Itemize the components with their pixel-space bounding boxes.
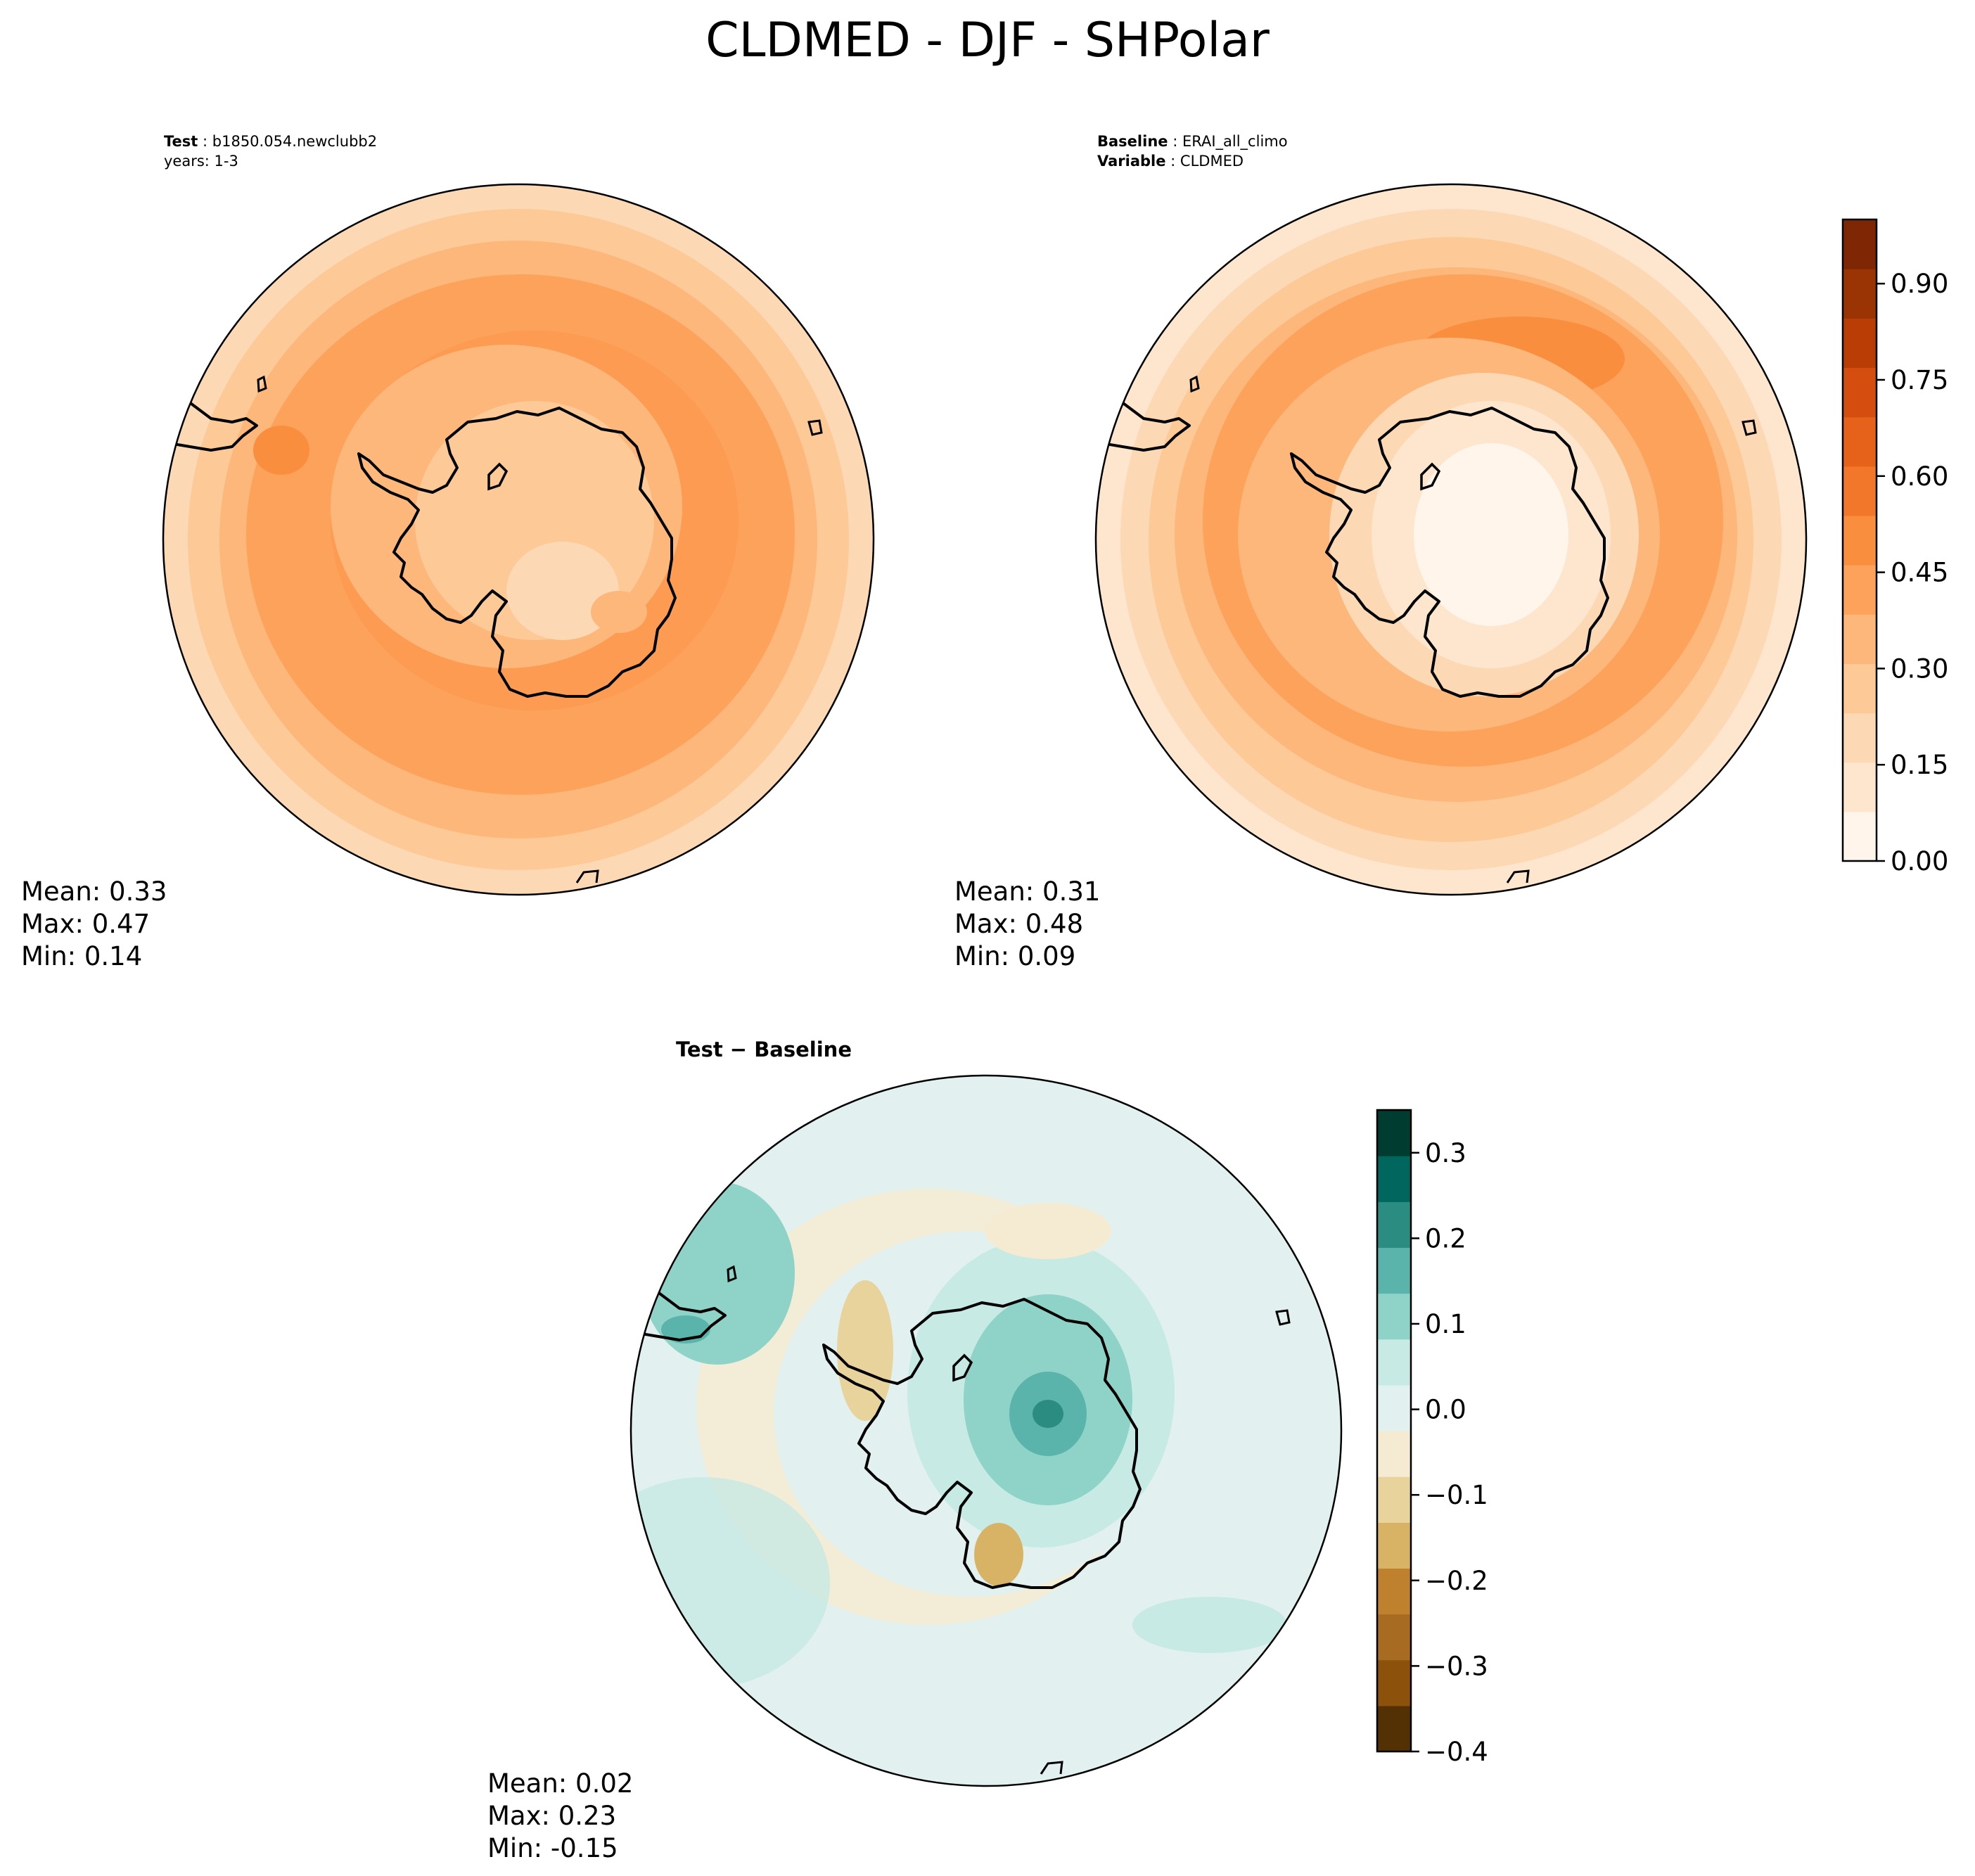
colorbar-diff-segment bbox=[1377, 1659, 1411, 1706]
svg-text:Variable : CLDMED: Variable : CLDMED bbox=[1097, 153, 1244, 170]
colorbar-diff-segment bbox=[1377, 1293, 1411, 1340]
colorbar-diff-segment bbox=[1377, 1568, 1411, 1615]
baseline-label-bold: Baseline bbox=[1097, 133, 1168, 150]
colorbar-main-segment bbox=[1843, 762, 1877, 812]
colorbar-main-tick-label: 0.00 bbox=[1891, 846, 1948, 876]
baseline-stat-max: Max: 0.48 bbox=[954, 909, 1083, 939]
colorbar-main-segment bbox=[1843, 219, 1877, 269]
colorbar-main-tick-label: 0.90 bbox=[1891, 269, 1948, 299]
colorbar-diff-frame bbox=[1376, 1109, 1412, 1753]
variable-label-bold: Variable bbox=[1097, 153, 1165, 170]
colorbar-main-segment bbox=[1843, 367, 1877, 418]
colorbar-main-segment bbox=[1843, 269, 1877, 319]
panel-test: Test : b1850.054.newclubb2 years: 1-3 Me… bbox=[21, 133, 875, 971]
colorbar-diff-segment bbox=[1377, 1476, 1411, 1523]
colorbar-main-tick-label: 0.30 bbox=[1891, 653, 1948, 684]
colorbar-diff-tick-label: −0.1 bbox=[1425, 1480, 1488, 1510]
colorbar-diff-tick-label: 0.3 bbox=[1425, 1138, 1466, 1168]
colorbar-main-segment bbox=[1843, 614, 1877, 664]
colorbar-main-segment bbox=[1843, 565, 1877, 615]
colorbar-diff-segment bbox=[1377, 1201, 1411, 1249]
baseline-map bbox=[1096, 184, 1806, 895]
colorbar-diff-segment bbox=[1377, 1522, 1411, 1569]
colorbar-main-segment bbox=[1843, 515, 1877, 566]
colorbar-diff-tick-label: 0.0 bbox=[1425, 1395, 1466, 1425]
test-label-bold: Test bbox=[164, 133, 198, 150]
test-label-value: b1850.054.newclubb2 bbox=[212, 133, 377, 150]
colorbar-main-tick-label: 0.45 bbox=[1891, 558, 1948, 588]
panel-baseline: Baseline : ERAI_all_climo Variable : CLD… bbox=[954, 133, 1808, 971]
baseline-stat-mean: Mean: 0.31 bbox=[954, 876, 1100, 907]
colorbar-diff-tick-label: 0.1 bbox=[1425, 1309, 1466, 1339]
svg-text:Baseline : ERAI_all_climo: Baseline : ERAI_all_climo bbox=[1097, 133, 1288, 151]
colorbar-diff-segment bbox=[1377, 1339, 1411, 1386]
colorbar-main-tick-label: 0.60 bbox=[1891, 461, 1948, 492]
colorbar-main-segment bbox=[1843, 713, 1877, 763]
colorbar-main-segment bbox=[1843, 466, 1877, 516]
baseline-map-boundary bbox=[1094, 183, 1808, 896]
colorbar-diff-tick-label: −0.3 bbox=[1425, 1651, 1488, 1681]
colorbar-main: 0.00 0.15 0.30 0.45 0.60 0.75 0.90 bbox=[1841, 218, 1948, 876]
colorbar-diff-tick-label: −0.2 bbox=[1425, 1566, 1488, 1596]
test-stat-max: Max: 0.47 bbox=[21, 909, 150, 939]
diff-stat-max: Max: 0.23 bbox=[487, 1801, 616, 1831]
colorbar-main-frame bbox=[1841, 218, 1878, 862]
colorbar-main-segment bbox=[1843, 811, 1877, 862]
diff-map bbox=[631, 1076, 1341, 1786]
test-map-boundary bbox=[162, 183, 875, 896]
colorbar-diff-segment bbox=[1377, 1156, 1411, 1202]
variable-label-value: CLDMED bbox=[1180, 153, 1244, 170]
diff-map-boundary bbox=[629, 1074, 1343, 1787]
diff-stat-min: Min: -0.15 bbox=[487, 1833, 618, 1863]
figure-title: CLDMED - DJF - SHPolar bbox=[705, 13, 1270, 68]
colorbar-main-tick-label: 0.15 bbox=[1891, 750, 1948, 780]
colorbar-diff: −0.4 −0.3 −0.2 −0.1 0.0 0.1 0.2 0.3 bbox=[1376, 1109, 1488, 1767]
colorbar-diff-segment bbox=[1377, 1110, 1411, 1156]
colorbar-diff-segment bbox=[1377, 1431, 1411, 1477]
colorbar-diff-tick-label: 0.2 bbox=[1425, 1223, 1466, 1253]
colorbar-diff-segment bbox=[1377, 1384, 1411, 1431]
colorbar-diff-segment bbox=[1377, 1614, 1411, 1661]
baseline-label-value: ERAI_all_climo bbox=[1182, 133, 1288, 151]
colorbar-diff-tick-label: −0.4 bbox=[1425, 1737, 1488, 1767]
colorbar-diff-segment bbox=[1377, 1705, 1411, 1752]
svg-text:Test : b1850.054.newclubb2: Test : b1850.054.newclubb2 bbox=[164, 133, 377, 150]
diff-title: Test − Baseline bbox=[676, 1038, 852, 1061]
test-label-years: years: 1-3 bbox=[164, 153, 238, 170]
test-stat-min: Min: 0.14 bbox=[21, 941, 142, 971]
panel-diff: Test − Baseline Mean: 0.02 Max: 0.23 bbox=[487, 1038, 1343, 1863]
test-stat-mean: Mean: 0.33 bbox=[21, 876, 167, 907]
colorbar-main-segment bbox=[1843, 416, 1877, 467]
colorbar-main-segment bbox=[1843, 318, 1877, 369]
colorbar-main-tick-label: 0.75 bbox=[1891, 365, 1948, 395]
colorbar-main-segment bbox=[1843, 663, 1877, 714]
diff-stat-mean: Mean: 0.02 bbox=[487, 1768, 633, 1799]
test-map bbox=[163, 184, 874, 895]
baseline-stat-min: Min: 0.09 bbox=[954, 941, 1075, 971]
colorbar-diff-segment bbox=[1377, 1247, 1411, 1294]
